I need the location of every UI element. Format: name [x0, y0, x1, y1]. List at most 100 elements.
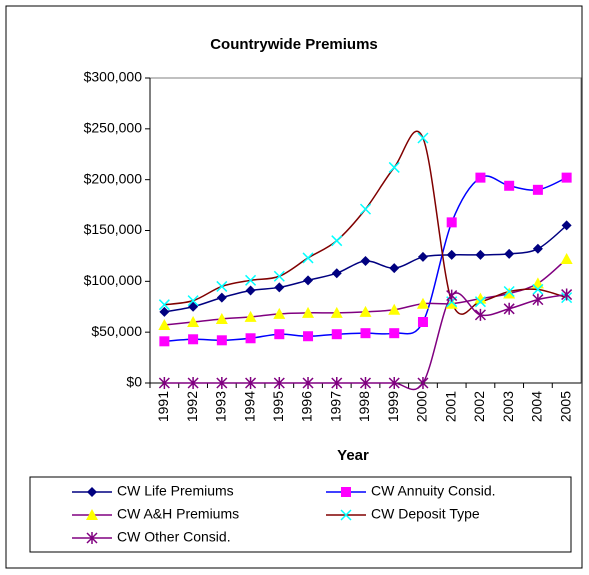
data-point	[446, 249, 457, 260]
plot-area	[149, 77, 582, 384]
y-tick-label: $100,000	[84, 272, 143, 288]
y-tick-label: $200,000	[84, 170, 143, 186]
y-tick-label: $50,000	[91, 323, 142, 339]
x-tick-label: 1995	[270, 391, 286, 422]
data-point	[331, 377, 343, 389]
data-point	[417, 377, 429, 389]
x-axis-label: Year	[337, 447, 369, 464]
x-tick-label: 1999	[385, 391, 401, 422]
x-tick-label: 2001	[442, 391, 458, 422]
data-point	[388, 161, 400, 173]
data-point	[359, 377, 372, 389]
data-point	[216, 335, 227, 346]
data-point	[187, 377, 199, 389]
legend-box	[29, 476, 572, 553]
data-point	[187, 316, 200, 327]
x-tick-label: 1992	[184, 391, 200, 422]
data-point	[417, 317, 428, 327]
data-point	[532, 243, 543, 254]
data-point	[245, 333, 256, 344]
x-tick-label: 1993	[213, 391, 229, 422]
data-point	[561, 288, 573, 301]
data-point	[302, 377, 314, 389]
x-tick-label: 1998	[356, 391, 372, 422]
data-point	[188, 334, 199, 345]
x-tick-label: 2003	[500, 391, 516, 422]
data-point	[330, 306, 343, 318]
data-point	[359, 203, 372, 215]
y-tick-label: $300,000	[84, 69, 143, 85]
legend-label: CW Deposit Type	[371, 506, 480, 522]
data-point	[158, 299, 170, 311]
data-point	[388, 377, 400, 389]
data-point	[331, 329, 342, 340]
data-point	[302, 306, 315, 318]
legend-label: CW A&H Premiums	[117, 506, 239, 522]
data-point	[331, 268, 342, 279]
data-point	[446, 289, 458, 302]
data-point	[216, 377, 228, 389]
legend-item: CW Deposit Type	[326, 506, 480, 522]
legend-marker	[341, 487, 351, 497]
data-point	[158, 319, 171, 331]
data-point	[187, 295, 199, 307]
data-point	[503, 302, 515, 315]
data-point	[159, 306, 170, 317]
data-point	[245, 377, 257, 389]
data-point	[532, 184, 543, 195]
legend-marker	[340, 509, 352, 521]
legend-label: CW Life Premiums	[117, 483, 234, 499]
chart-title: Countrywide Premiums	[210, 36, 378, 53]
data-point	[158, 377, 170, 389]
data-point	[416, 297, 429, 309]
data-point	[474, 292, 487, 304]
legend-item: CW A&H Premiums	[72, 506, 239, 522]
legend-label: CW Annuity Consid.	[371, 483, 496, 499]
x-tick-label: 2002	[471, 391, 487, 422]
data-point	[245, 274, 257, 286]
data-point	[360, 256, 371, 266]
data-point	[446, 217, 457, 228]
data-point	[216, 280, 228, 292]
data-point	[303, 331, 314, 342]
data-point	[417, 132, 429, 144]
data-point	[274, 282, 285, 293]
data-point	[475, 249, 486, 260]
x-tick-label: 1996	[299, 391, 315, 422]
data-point	[274, 329, 285, 340]
data-point	[532, 293, 544, 306]
data-point	[388, 303, 401, 315]
legend-item: CW Other Consid.	[72, 529, 231, 545]
data-point	[360, 328, 371, 339]
legend-item: CW Annuity Consid.	[326, 483, 496, 499]
data-point	[532, 283, 544, 295]
data-point	[245, 285, 256, 296]
series-line	[164, 130, 567, 315]
data-point	[302, 252, 314, 264]
data-point	[560, 252, 573, 264]
data-point	[273, 307, 286, 319]
data-point	[215, 312, 228, 324]
y-tick-label: $0	[126, 374, 142, 390]
data-point	[159, 336, 170, 347]
data-point	[561, 220, 572, 231]
y-tick-label: $150,000	[84, 221, 143, 237]
data-point	[417, 251, 428, 262]
x-tick-label: 2005	[557, 391, 573, 422]
x-tick-label: 2000	[414, 391, 430, 422]
legend-marker	[86, 532, 98, 544]
legend-label: CW Other Consid.	[117, 529, 231, 545]
data-point	[504, 180, 515, 191]
data-point	[303, 275, 314, 286]
data-point	[216, 292, 227, 303]
data-point	[389, 328, 400, 339]
x-tick-label: 2004	[529, 391, 545, 422]
legend-marker	[87, 487, 97, 497]
x-tick-label: 1994	[241, 391, 257, 422]
data-point	[474, 296, 486, 308]
data-point	[273, 270, 285, 282]
data-point	[503, 285, 515, 298]
data-point	[445, 297, 458, 309]
data-point	[188, 301, 199, 312]
